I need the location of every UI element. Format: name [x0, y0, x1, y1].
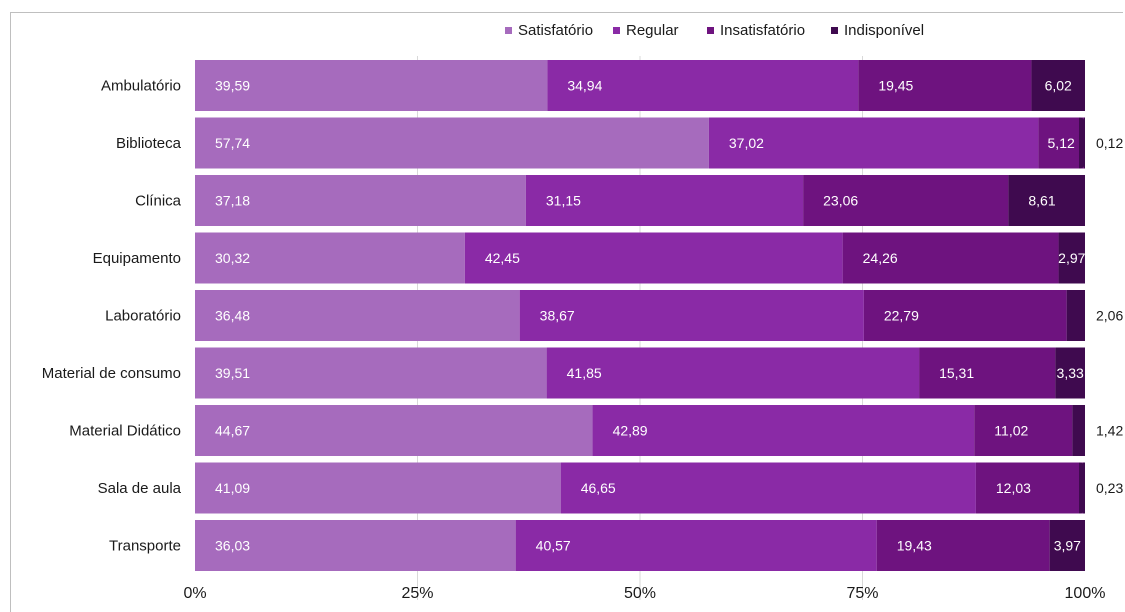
data-label: 40,57 — [536, 538, 571, 554]
data-label: 6,02 — [1045, 78, 1072, 94]
data-label: 30,32 — [215, 250, 250, 266]
bar-end-cap — [1079, 347, 1085, 399]
bar-end-cap — [1079, 405, 1085, 456]
legend-swatch — [613, 27, 620, 34]
bar-segment[interactable] — [195, 290, 520, 341]
bar-segment[interactable] — [195, 462, 561, 514]
bar-segment[interactable] — [919, 347, 1056, 399]
bar-segment[interactable] — [195, 347, 547, 399]
bar-segment[interactable] — [519, 290, 864, 341]
data-label: 11,02 — [994, 423, 1028, 439]
bar-segment[interactable] — [858, 60, 1032, 111]
category-label: Equipamento — [93, 250, 181, 267]
bar-end-cap — [1079, 175, 1085, 226]
bar-segment[interactable] — [863, 290, 1067, 341]
data-label: 39,59 — [215, 78, 250, 94]
bar-segment[interactable] — [1008, 175, 1085, 226]
data-label: 46,65 — [581, 480, 616, 496]
bar-segment[interactable] — [195, 405, 593, 456]
bar-segment[interactable] — [195, 117, 709, 169]
bar-segment[interactable] — [547, 60, 859, 111]
legend-label[interactable]: Insatisfatório — [720, 22, 805, 39]
data-label: 19,45 — [878, 78, 913, 94]
data-label: 3,97 — [1054, 538, 1081, 554]
data-label: 31,15 — [546, 193, 581, 209]
chart-frame — [10, 12, 1123, 612]
data-label: 37,02 — [729, 135, 764, 151]
bar-segment[interactable] — [592, 405, 975, 456]
x-tick-label: 0% — [183, 585, 206, 600]
bar-segment[interactable] — [803, 175, 1009, 226]
bar-segment[interactable] — [515, 520, 877, 571]
bar-end-cap — [1079, 520, 1085, 571]
category-label: Material Didático — [69, 423, 181, 440]
data-label: 36,03 — [215, 538, 250, 554]
bar-segment[interactable] — [842, 232, 1059, 284]
bar-segment[interactable] — [546, 347, 920, 399]
x-tick-label: 75% — [846, 585, 878, 600]
data-label: 2,06 — [1096, 308, 1123, 324]
bar-segment[interactable] — [876, 520, 1050, 571]
data-label: 42,45 — [485, 250, 520, 266]
category-label: Clínica — [135, 193, 182, 210]
data-label: 3,33 — [1057, 365, 1084, 381]
category-label: Ambulatório — [101, 78, 181, 95]
bar-segment[interactable] — [975, 462, 1083, 514]
bar-segment[interactable] — [708, 117, 1039, 169]
data-label: 19,43 — [897, 538, 932, 554]
bar-segment[interactable] — [560, 462, 976, 514]
bar-end-cap — [1079, 462, 1085, 514]
legend-label[interactable]: Regular — [626, 22, 679, 39]
bar-segment[interactable] — [195, 175, 526, 226]
data-label: 41,09 — [215, 480, 250, 496]
data-label: 24,26 — [863, 250, 898, 266]
data-label: 36,48 — [215, 308, 250, 324]
x-tick-label: 100% — [1065, 585, 1106, 600]
data-label: 41,85 — [567, 365, 602, 381]
legend-swatch — [505, 27, 512, 34]
data-label: 1,42 — [1096, 423, 1123, 439]
data-label: 57,74 — [215, 135, 250, 151]
data-label: 39,51 — [215, 365, 250, 381]
data-label: 15,31 — [939, 365, 974, 381]
bar-end-cap — [1079, 60, 1085, 111]
data-label: 5,12 — [1048, 135, 1075, 151]
bar-segment[interactable] — [195, 232, 465, 284]
bar-segment[interactable] — [195, 520, 516, 571]
x-tick-label: 25% — [401, 585, 433, 600]
data-label: 0,23 — [1096, 480, 1123, 496]
data-label: 23,06 — [823, 193, 858, 209]
data-label: 37,18 — [215, 193, 250, 209]
category-label: Sala de aula — [98, 480, 182, 497]
data-label: 8,61 — [1028, 193, 1055, 209]
category-label: Transporte — [109, 538, 181, 555]
bar-end-cap — [1079, 232, 1085, 284]
data-label: 42,89 — [613, 423, 648, 439]
bar-segment[interactable] — [1038, 117, 1084, 169]
legend-label[interactable]: Indisponível — [844, 22, 924, 39]
data-label: 44,67 — [215, 423, 250, 439]
bar-end-cap — [1079, 117, 1085, 169]
data-label: 34,94 — [567, 78, 602, 94]
category-label: Laboratório — [105, 308, 181, 325]
bar-segment[interactable] — [974, 405, 1073, 456]
data-label: 2,97 — [1058, 250, 1085, 266]
bar-segment[interactable] — [525, 175, 804, 226]
bar-segment[interactable] — [1031, 60, 1085, 111]
data-label: 0,12 — [1096, 135, 1123, 151]
legend-swatch — [831, 27, 838, 34]
data-label: 22,79 — [884, 308, 919, 324]
bar-segment[interactable] — [464, 232, 843, 284]
legend-label[interactable]: Satisfatório — [518, 22, 593, 39]
category-label: Material de consumo — [42, 365, 181, 382]
category-label: Biblioteca — [116, 135, 182, 152]
bar-end-cap — [1079, 290, 1085, 341]
x-tick-label: 50% — [624, 585, 656, 600]
legend-swatch — [707, 27, 714, 34]
data-label: 38,67 — [540, 308, 575, 324]
data-label: 12,03 — [996, 480, 1031, 496]
bar-segment[interactable] — [195, 60, 548, 111]
